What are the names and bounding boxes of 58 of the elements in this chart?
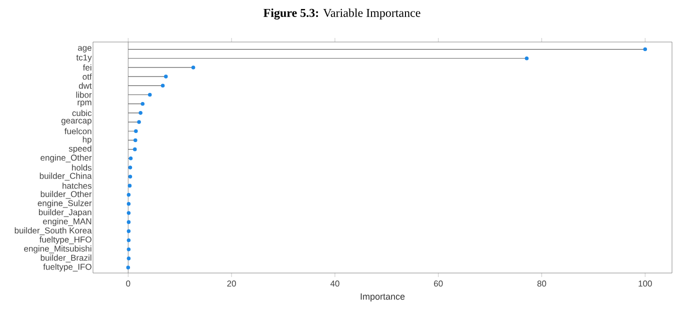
y-tick-label: builder_South Korea: [14, 227, 92, 236]
y-tick-label: engine_Other: [40, 154, 92, 162]
y-tick-label: builder_China: [40, 172, 92, 181]
y-tick-label: tc1y: [76, 54, 92, 62]
point: [643, 47, 648, 52]
point: [126, 192, 131, 197]
point: [164, 74, 168, 78]
y-tick-label: fueltype_HFO: [39, 236, 92, 244]
point: [148, 92, 152, 97]
point: [128, 156, 133, 160]
point: [128, 166, 132, 170]
point: [126, 247, 131, 252]
y-tick-label: holds: [72, 164, 92, 171]
y-tick-label: dwt: [78, 82, 92, 89]
y-tick-label: fueltype_IFO: [43, 264, 92, 272]
y-tick-label: builder_Other: [40, 190, 92, 199]
y-tick-label: cubic: [72, 110, 92, 116]
x-tick-label: 60: [434, 280, 443, 287]
y-tick-label: hatches: [62, 182, 92, 189]
x-tick-label: 80: [537, 280, 546, 287]
point: [126, 220, 131, 224]
point: [133, 138, 138, 142]
y-tick-label: gearcap: [61, 118, 92, 126]
y-tick-label: engine_MAN: [43, 218, 92, 226]
x-tick-label: 40: [330, 280, 340, 287]
chart-title: Figure 5.3: Variable Importance: [264, 8, 420, 20]
y-tick-label: otf: [82, 73, 92, 80]
y-tick-label: rpm: [78, 100, 92, 108]
x-tick-label: 100: [638, 280, 652, 287]
y-tick-label: engine_Sulzer: [38, 200, 92, 208]
point: [138, 111, 142, 115]
point: [126, 266, 130, 270]
point: [140, 102, 145, 106]
y-tick-label: fuelcon: [64, 128, 92, 134]
point: [126, 229, 131, 234]
point: [128, 184, 132, 188]
y-tick-label: builder_Brazil: [40, 254, 92, 262]
y-tick-label: age: [78, 46, 92, 52]
y-tick-label: speed: [68, 145, 92, 154]
point: [126, 202, 131, 206]
point: [126, 256, 131, 260]
y-tick-label: engine_Mitsubishi: [24, 245, 92, 254]
y-tick-label: fei: [82, 64, 92, 71]
y-tick-label: builder_Japan: [38, 209, 92, 217]
point: [126, 238, 131, 242]
point: [126, 211, 131, 215]
point: [191, 66, 196, 70]
point: [137, 120, 141, 124]
point: [134, 129, 138, 134]
point: [132, 147, 137, 152]
x-tick-label: 20: [227, 280, 236, 287]
y-tick-label: hp: [82, 136, 92, 144]
y-tick-label: libor: [76, 92, 92, 98]
point: [524, 56, 529, 60]
point: [128, 174, 132, 178]
x-axis-title: Importance: [360, 293, 405, 302]
x-tick-label: 0: [126, 280, 130, 287]
point: [160, 84, 165, 88]
